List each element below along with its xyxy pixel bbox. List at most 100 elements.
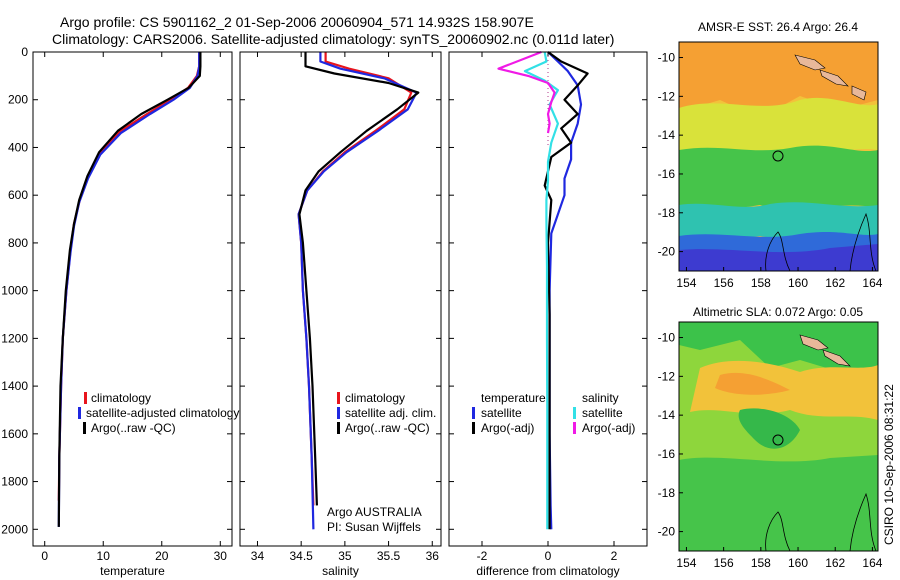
sst-map-ticks: 154 156 158 160 162 164 -10 -12 -14 -16 -18 -20 — [658, 51, 883, 290]
salinity-legend: climatology satellite adj. clim. Argo(..… — [337, 391, 436, 435]
map-x-tick-label: 164 — [862, 276, 882, 290]
reef-contour-1 — [765, 511, 791, 551]
sst-float-marker — [772, 150, 784, 162]
map-x-tick-label: 156 — [714, 276, 734, 290]
legend-label: Argo(-adj) — [582, 421, 635, 435]
sla-green-patch — [738, 408, 800, 449]
map-x-tick-label: 154 — [676, 556, 696, 570]
sla-float-marker — [772, 434, 784, 446]
y-tick-label: 1800 — [1, 475, 28, 489]
x-tick-label: -2 — [477, 549, 488, 563]
land-island-1 — [794, 54, 826, 71]
sst-map: 154 156 158 160 162 164 -10 -12 -14 -16 -18 -20 — [658, 41, 883, 290]
map-y-tick-label: -20 — [658, 525, 676, 539]
difference-temperature-legend: temperature satellite Argo(-adj) — [472, 391, 546, 435]
x-axis-label: temperature — [100, 564, 165, 578]
map-x-tick-label: 156 — [714, 556, 734, 570]
y-tick-label: 400 — [8, 140, 28, 154]
map-x-tick-label: 154 — [676, 276, 696, 290]
map-y-tick-label: -18 — [658, 206, 676, 220]
map-x-tick-label: 164 — [862, 556, 882, 570]
legend-label: satellite — [481, 406, 522, 420]
sst-green-band — [679, 145, 878, 210]
sla-green-bottom — [679, 455, 878, 551]
y-tick-label: 600 — [8, 188, 28, 202]
panel-frame — [448, 51, 648, 547]
map-y-tick-label: -16 — [658, 447, 676, 461]
series-line-argo — [57, 52, 202, 527]
y-tick-label: 1000 — [1, 284, 28, 298]
x-axis-label: difference from climatology — [476, 564, 619, 578]
x-tick-label: 34.5 — [289, 549, 313, 563]
x-tick-label: 30 — [214, 549, 228, 563]
map-x-tick-label: 158 — [751, 556, 771, 570]
legend-swatch-argo — [337, 422, 340, 434]
series-line-temperature-satellite — [547, 51, 583, 530]
sst-map-title: AMSR-E SST: 26.4 Argo: 26.4 — [698, 20, 858, 34]
sla-map-frame — [678, 321, 879, 552]
series-line-temperature-argo — [543, 51, 589, 530]
x-tick-label: 36 — [426, 549, 440, 563]
legend-swatch-temp-satellite — [472, 407, 475, 419]
x-axis-label: salinity — [322, 564, 359, 578]
reef-contour-2 — [849, 212, 877, 271]
y-tick-label: 200 — [8, 93, 28, 107]
temperature-legend: climatology satellite-adjusted climatolo… — [78, 391, 239, 435]
y-tick-label: 2000 — [1, 522, 28, 536]
sla-orange-patch — [715, 372, 790, 395]
map-y-tick-label: -14 — [658, 408, 676, 422]
map-x-tick-label: 160 — [788, 556, 808, 570]
legend-label: satellite adj. clim. — [345, 406, 436, 420]
x-tick-label: 20 — [155, 549, 169, 563]
x-tick-label: 2 — [611, 549, 618, 563]
map-y-tick-label: -16 — [658, 167, 676, 181]
legend-swatch-sal-argo — [573, 422, 576, 434]
legend-swatch-satellite — [337, 407, 340, 419]
csiro-stamp: CSIRO 10-Sep-2006 08:31:22 — [882, 384, 896, 545]
x-tick-label: 35.5 — [377, 549, 401, 563]
difference-salinity-legend: salinity satellite Argo(-adj) — [573, 391, 635, 435]
y-tick-label: 0 — [21, 45, 28, 59]
panel-frame — [239, 51, 442, 547]
legend-heading: salinity — [582, 391, 619, 405]
sla-map-title: Altimetric SLA: 0.072 Argo: 0.05 — [693, 305, 863, 319]
float-agency: Argo AUSTRALIA — [327, 505, 422, 519]
legend-swatch-temp-argo — [472, 422, 475, 434]
legend-swatch-climatology — [337, 392, 340, 404]
map-y-tick-label: -20 — [658, 245, 676, 259]
map-x-tick-label: 158 — [751, 276, 771, 290]
map-x-tick-label: 162 — [825, 276, 845, 290]
legend-heading: temperature — [481, 391, 546, 405]
sla-map-ticks: 154 156 158 160 162 164 -10 -12 -14 -16 -18 -20 — [658, 331, 883, 570]
y-tick-label: 800 — [8, 236, 28, 250]
float-pi: PI: Susan Wijffels — [327, 520, 421, 534]
series-line-satellite — [297, 52, 418, 530]
map-y-tick-label: -12 — [658, 369, 676, 383]
legend-label: Argo(..raw -QC) — [345, 421, 430, 435]
temperature-panel: 0 10 20 30 0 200 400 600 800 1000 1200 1400 1600 1800… — [1, 45, 233, 578]
salinity-panel: 34 34.5 35 35.5 36 salinity — [239, 51, 442, 578]
sst-map-frame — [678, 41, 879, 272]
sst-deep-blue-band — [679, 244, 878, 271]
reef-contour-2 — [849, 492, 877, 551]
legend-label: Argo(..raw -QC) — [91, 421, 176, 435]
series-line-salinity-satellite — [523, 51, 560, 530]
map-x-tick-label: 160 — [788, 276, 808, 290]
header-line-1: Argo profile: CS 5901162_2 01-Sep-2006 2… — [60, 14, 534, 30]
sla-green-top — [679, 322, 878, 380]
legend-swatch-satellite — [78, 407, 81, 419]
land-island-3 — [851, 85, 867, 101]
y-tick-label: 1200 — [1, 331, 28, 345]
land-island-1 — [799, 334, 829, 351]
reef-contour-1 — [765, 231, 791, 271]
series-line-salinity-argo — [497, 50, 556, 134]
x-tick-label: 10 — [97, 549, 111, 563]
legend-label: Argo(-adj) — [481, 421, 534, 435]
legend-label: satellite-adjusted climatology — [86, 406, 239, 420]
series-line-argo — [298, 52, 420, 506]
y-tick-label: 1600 — [1, 427, 28, 441]
map-y-tick-label: -18 — [658, 486, 676, 500]
y-tick-label: 1400 — [1, 379, 28, 393]
legend-label: satellite — [582, 406, 623, 420]
